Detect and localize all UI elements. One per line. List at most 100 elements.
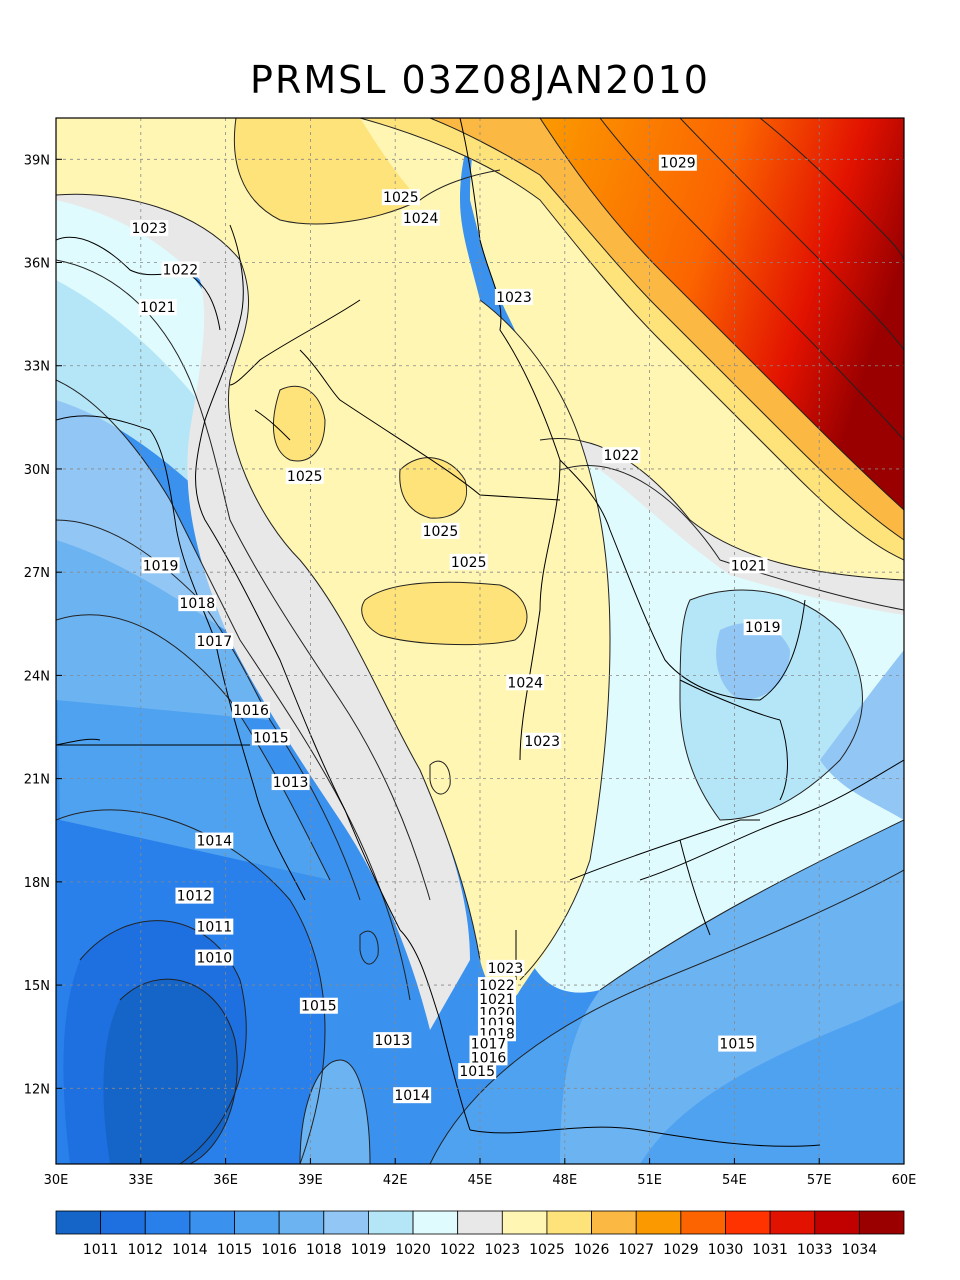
contour-label: 1017 (469, 1035, 508, 1053)
colorbar-swatch (725, 1210, 771, 1235)
contour-label: 1015 (458, 1063, 497, 1080)
svg-text:1010: 1010 (196, 951, 232, 967)
contour-label: 1023 (523, 732, 562, 750)
y-tick-label: 24N (24, 669, 50, 684)
svg-text:1021: 1021 (140, 300, 176, 316)
contour-label: 1017 (195, 633, 234, 650)
contour-label: 1023 (130, 220, 169, 237)
contour-label: 1019 (141, 557, 180, 574)
colorbar-label: 1023 (484, 1242, 520, 1258)
contour-label: 1025 (381, 189, 420, 206)
contour-label: 1021 (729, 557, 768, 574)
contour-label: 1023 (486, 959, 525, 977)
svg-text:1021: 1021 (731, 558, 767, 574)
svg-text:1014: 1014 (196, 834, 232, 850)
x-tick-label: 39E (298, 1173, 323, 1188)
x-tick-label: 54E (722, 1173, 747, 1188)
y-tick-label: 30N (24, 463, 50, 478)
colorbar-swatch (635, 1210, 682, 1235)
colorbar-label: 1025 (529, 1242, 565, 1258)
svg-text:1023: 1023 (488, 961, 524, 977)
svg-text:1019: 1019 (745, 620, 781, 636)
colorbar-label: 1020 (395, 1242, 431, 1258)
colorbar-swatch (189, 1210, 235, 1235)
x-tick-label: 45E (468, 1173, 493, 1188)
svg-text:1011: 1011 (196, 920, 232, 936)
contour-label: 1016 (469, 1049, 508, 1066)
contour-label: 1010 (195, 949, 234, 967)
colorbar-swatch (278, 1210, 325, 1235)
x-axis: 30E 33E 36E 39E 42E 45E 48E 51E 54E 57E 60E (44, 1158, 917, 1188)
x-tick-label: 36E (213, 1173, 238, 1188)
contour-label: 1015 (251, 729, 290, 746)
colorbar-swatch (814, 1210, 860, 1235)
svg-text:1025: 1025 (423, 524, 459, 540)
colorbar-label: 1014 (172, 1242, 208, 1258)
colorbar-swatch (323, 1210, 369, 1235)
x-tick-label: 30E (44, 1173, 69, 1188)
svg-text:1025: 1025 (451, 555, 487, 571)
contour-label: 1025 (449, 553, 488, 571)
colorbar-label: 1015 (217, 1242, 253, 1258)
y-tick-label: 12N (24, 1082, 50, 1097)
colorbar-label: 1030 (708, 1242, 744, 1258)
colorbar-swatch (144, 1210, 191, 1235)
svg-text:1017: 1017 (471, 1037, 507, 1053)
svg-text:1024: 1024 (403, 211, 439, 227)
contour-label: 1013 (271, 774, 310, 791)
colorbar-label: 1022 (440, 1242, 476, 1258)
contour-label: 1025 (421, 522, 460, 540)
colorbar-swatch (368, 1210, 414, 1235)
map-title: PRMSL 03Z08JAN2010 (250, 58, 710, 102)
contour-label: 1016 (232, 701, 271, 719)
x-tick-label: 42E (383, 1173, 408, 1188)
contour-label: 1015 (718, 1035, 757, 1053)
colorbar-label: 1016 (261, 1242, 297, 1258)
y-tick-label: 15N (24, 979, 50, 994)
contour-label: 1021 (477, 990, 516, 1008)
y-tick-label: 18N (24, 876, 50, 891)
contour-label: 1012 (175, 887, 214, 905)
contour-label: 1022 (477, 977, 516, 994)
colorbar: 1011 1012 1014 1015 1016 1018 1019 1020 1022 1023… (55, 1210, 905, 1258)
y-tick-label: 36N (24, 257, 50, 272)
x-tick-label: 60E (892, 1173, 917, 1188)
svg-text:1024: 1024 (507, 675, 543, 691)
y-tick-label: 27N (24, 566, 50, 581)
contour-label: 1022 (161, 261, 200, 278)
colorbar-swatch (680, 1210, 726, 1235)
colorbar-label: 1019 (351, 1242, 387, 1258)
colorbar-label: 1011 (83, 1242, 119, 1258)
svg-text:1015: 1015 (253, 730, 289, 746)
x-tick-label: 57E (807, 1173, 832, 1188)
svg-text:1023: 1023 (524, 734, 560, 750)
x-tick-label: 51E (637, 1173, 662, 1188)
svg-text:1015: 1015 (459, 1064, 495, 1080)
colorbar-label: 1012 (127, 1242, 163, 1258)
svg-text:1022: 1022 (604, 448, 640, 464)
colorbar-label: 1026 (574, 1242, 610, 1258)
colorbar-swatch (546, 1210, 592, 1235)
colorbar-swatch (501, 1210, 548, 1235)
colorbar-swatch (591, 1210, 637, 1235)
contour-label: 1025 (285, 467, 324, 485)
colorbar-label: 1018 (306, 1242, 342, 1258)
svg-text:1013: 1013 (273, 775, 309, 791)
colorbar-swatch (234, 1210, 280, 1235)
contour-label: 1021 (138, 299, 177, 316)
y-tick-label: 33N (24, 360, 50, 375)
svg-text:1018: 1018 (180, 596, 216, 612)
contour-label: 1011 (195, 918, 234, 936)
y-tick-label: 21N (24, 773, 50, 788)
isobars (56, 118, 904, 1164)
contour-labels: 1029102510241023102210211023102510251025… (130, 154, 782, 1104)
svg-text:1016: 1016 (233, 703, 269, 719)
svg-text:1022: 1022 (163, 262, 199, 278)
contour-label: 1029 (658, 154, 697, 172)
contour-label: 1014 (195, 832, 234, 850)
x-tick-label: 33E (128, 1173, 153, 1188)
svg-text:1017: 1017 (196, 634, 232, 650)
contour-label: 1015 (299, 997, 338, 1015)
colorbar-swatch (412, 1210, 459, 1235)
